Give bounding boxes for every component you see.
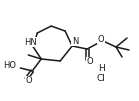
Text: HO: HO xyxy=(3,62,16,70)
Text: H: H xyxy=(98,64,105,73)
Text: HN: HN xyxy=(24,37,37,47)
Text: Cl: Cl xyxy=(97,74,106,83)
Text: O: O xyxy=(98,35,104,44)
Text: O: O xyxy=(26,76,33,85)
Text: O: O xyxy=(87,57,93,66)
Text: N: N xyxy=(72,37,78,46)
